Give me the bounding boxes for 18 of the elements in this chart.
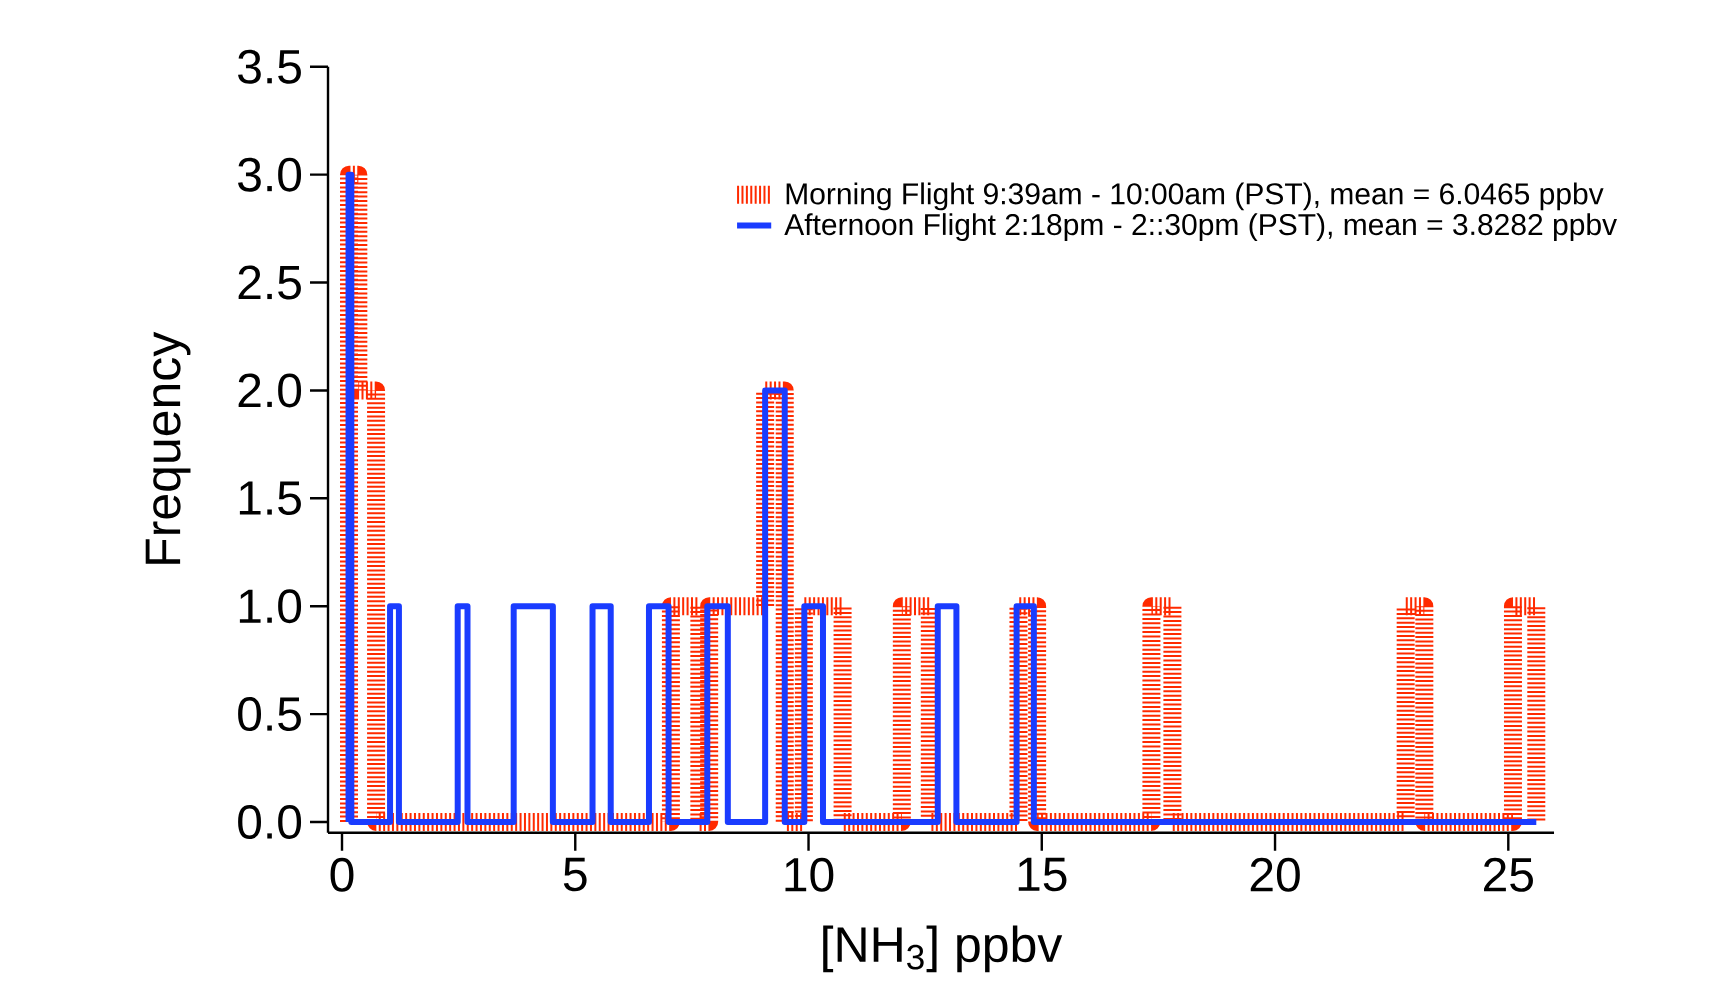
x-tick-label: 20 — [1250, 857, 1300, 892]
y-tick-label: 0.0 — [238, 805, 302, 839]
x-tick-label: 0 — [330, 857, 354, 892]
y-tick-label: 3.5 — [238, 49, 301, 84]
x-axis-title: [NH$_{3}$] ppbv — [823, 925, 1063, 973]
y-tick-label: 2.0 — [238, 373, 302, 408]
legend-label: Afternoon Flight 2:18pm - 2::30pm (PST), mean = 3.8282 ppbv — [784, 213, 1617, 242]
y-tick-label: 0.5 — [238, 697, 301, 732]
y-tick-label: 3.0 — [238, 157, 302, 192]
y-tick-label: 1.0 — [239, 589, 302, 624]
x-tick-label: 10 — [785, 857, 834, 892]
x-tick-label: 15 — [1018, 857, 1067, 892]
y-tick-label: 1.5 — [239, 481, 301, 516]
y-tick-label: 2.5 — [238, 265, 301, 300]
x-tick-label: 5 — [563, 857, 587, 892]
x-tick-label: 25 — [1484, 857, 1533, 892]
legend-label: Morning Flight 9:39am - 10:00am (PST), mean = 6.0465 ppbv — [786, 182, 1604, 211]
y-axis-title: Frequency — [145, 331, 191, 564]
